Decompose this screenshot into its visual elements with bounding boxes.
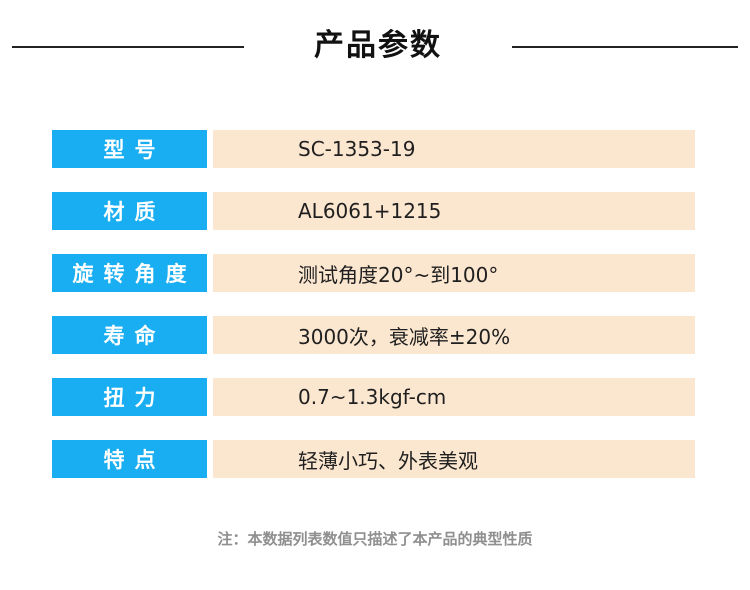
spec-divider	[207, 316, 213, 354]
spec-row-torque: 扭力 0.7~1.3kgf-cm	[52, 378, 695, 416]
spec-label: 材质	[52, 192, 207, 230]
title-bar: 产品参数	[0, 0, 750, 95]
title-divider-left	[12, 46, 244, 48]
spec-row-material: 材质 AL6061+1215	[52, 192, 695, 230]
spec-row-lifespan: 寿命 3000次，衰减率±20%	[52, 316, 695, 354]
spec-label: 扭力	[52, 378, 207, 416]
spec-label: 型号	[52, 130, 207, 168]
spec-label: 特点	[52, 440, 207, 478]
page-title: 产品参数	[314, 28, 442, 63]
spec-divider	[207, 130, 213, 168]
footnote: 注：本数据列表数值只描述了本产品的典型性质	[217, 530, 533, 548]
spec-label: 旋转角度	[52, 254, 207, 292]
spec-row-rotation-angle: 旋转角度 测试角度20°~到100°	[52, 254, 695, 292]
spec-value: 轻薄小巧、外表美观	[213, 440, 695, 478]
spec-divider	[207, 440, 213, 478]
spec-row-features: 特点 轻薄小巧、外表美观	[52, 440, 695, 478]
spec-value: AL6061+1215	[213, 192, 695, 230]
spec-divider	[207, 192, 213, 230]
spec-row-model: 型号 SC-1353-19	[52, 130, 695, 168]
spec-value: 3000次，衰减率±20%	[213, 316, 695, 354]
spec-value: SC-1353-19	[213, 130, 695, 168]
spec-value: 测试角度20°~到100°	[213, 254, 695, 292]
spec-divider	[207, 378, 213, 416]
spec-table: 型号 SC-1353-19 材质 AL6061+1215 旋转角度 测试角度20…	[52, 130, 695, 502]
title-divider-right	[512, 46, 738, 48]
spec-label: 寿命	[52, 316, 207, 354]
spec-divider	[207, 254, 213, 292]
spec-value: 0.7~1.3kgf-cm	[213, 378, 695, 416]
